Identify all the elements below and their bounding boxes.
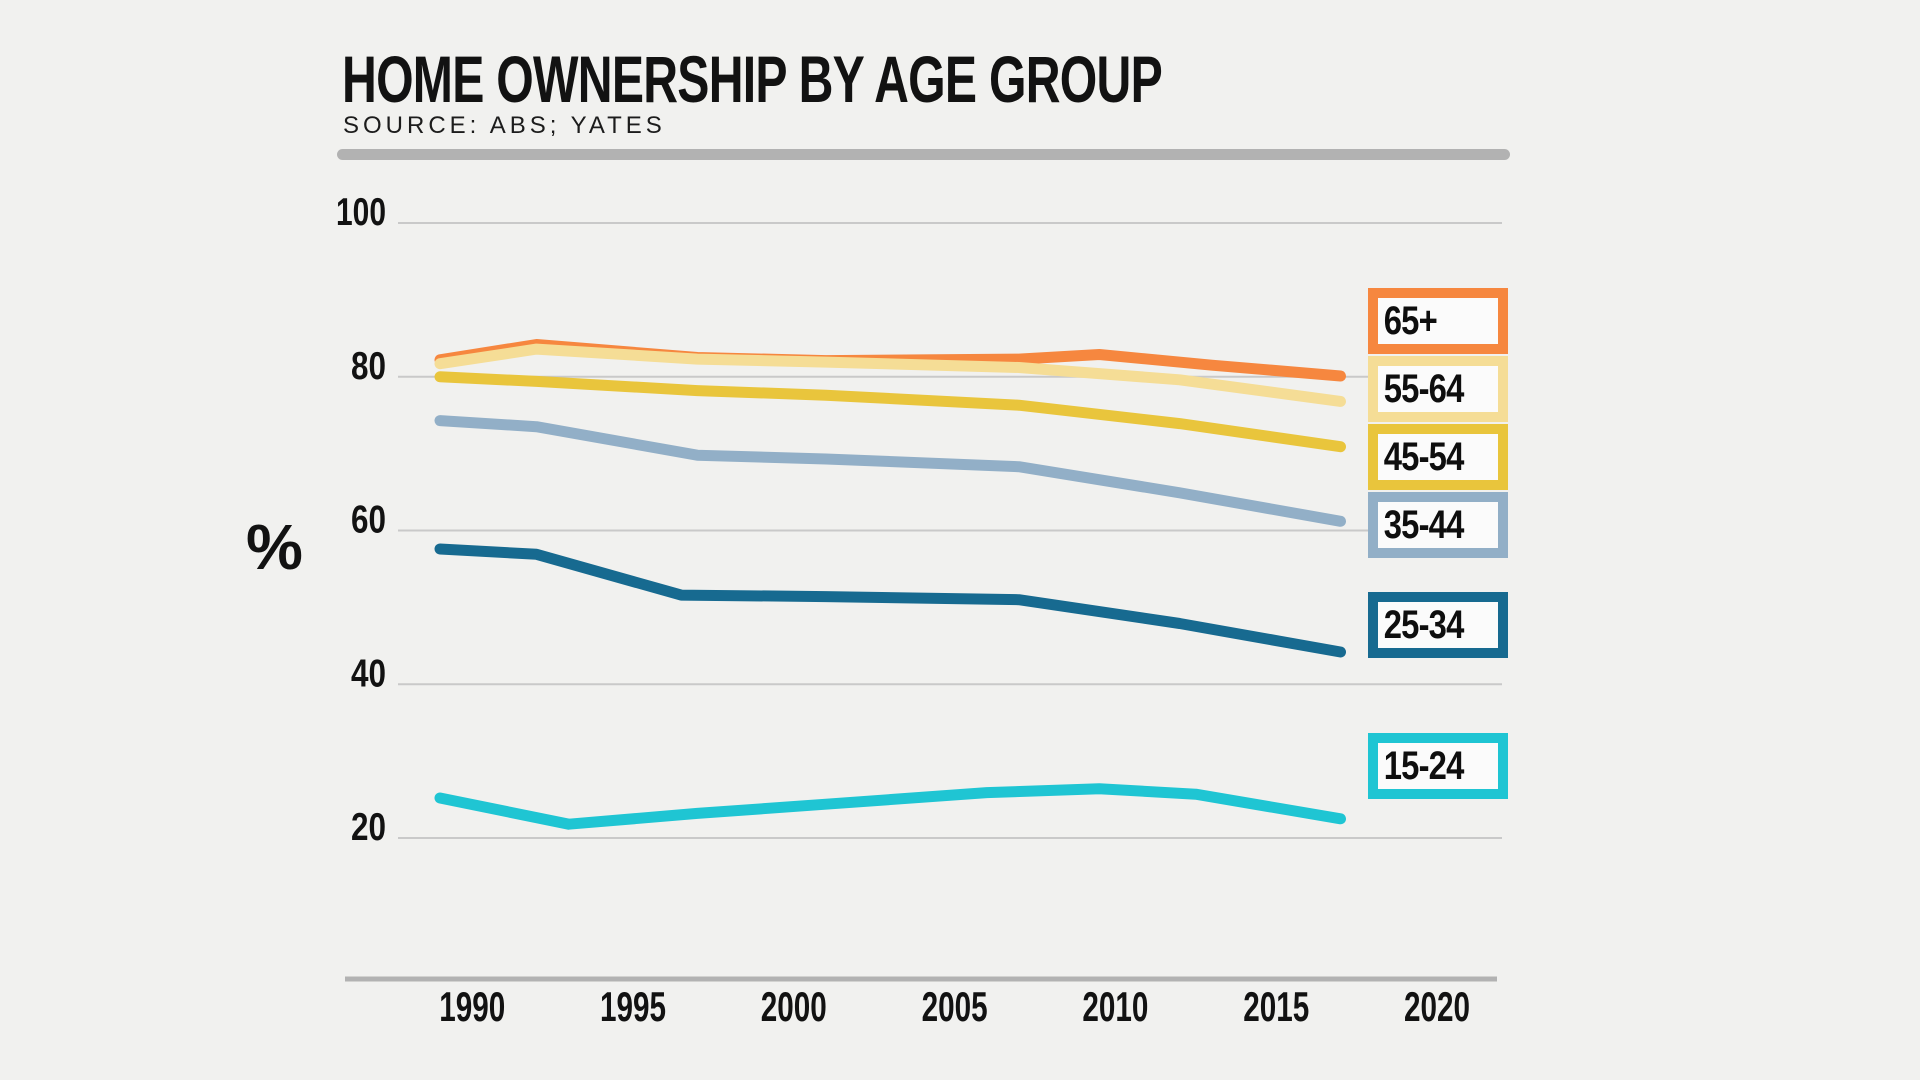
legend-label-35-44: 35-44 xyxy=(1383,502,1465,547)
legend-item-45-54: 45-54 xyxy=(1368,424,1508,490)
series-line-45-54 xyxy=(434,371,1346,453)
series-line-15-24 xyxy=(434,783,1346,830)
x-tick-label-2015: 2015 xyxy=(1243,983,1309,1030)
chart-title: HOME OWNERSHIP BY AGE GROUP xyxy=(342,42,1163,116)
series-line-55-64 xyxy=(434,343,1346,407)
legend-label-25-34: 25-34 xyxy=(1383,602,1465,647)
y-tick-label-60: 60 xyxy=(351,499,386,542)
legend-item-35-44: 35-44 xyxy=(1368,492,1508,558)
legend-label-65plus: 65+ xyxy=(1383,298,1438,343)
x-tick-label-1995: 1995 xyxy=(600,983,666,1030)
x-tick-label-2010: 2010 xyxy=(1082,983,1148,1030)
legend-label-45-54: 45-54 xyxy=(1383,434,1465,479)
chart-source-note: SOURCE: ABS; YATES xyxy=(343,112,666,139)
legend-item-55-64: 55-64 xyxy=(1368,356,1508,422)
legend-item-65plus: 65+ xyxy=(1368,288,1508,354)
y-tick-label-20: 20 xyxy=(351,806,386,849)
legend-item-25-34: 25-34 xyxy=(1368,592,1508,658)
legend-label-15-24: 15-24 xyxy=(1383,743,1465,788)
y-axis-unit-label: % xyxy=(246,511,303,583)
x-tick-label-2000: 2000 xyxy=(761,983,827,1030)
y-tick-label-100: 100 xyxy=(336,191,386,234)
series-line-25-34 xyxy=(434,543,1346,658)
header-divider-bar xyxy=(337,149,1510,160)
y-tick-label-80: 80 xyxy=(351,345,386,388)
x-tick-label-2020: 2020 xyxy=(1404,983,1470,1030)
y-tick-label-40: 40 xyxy=(351,652,386,695)
series-line-35-44 xyxy=(434,415,1346,527)
legend-item-15-24: 15-24 xyxy=(1368,733,1508,799)
x-tick-label-1990: 1990 xyxy=(439,983,505,1030)
x-tick-label-2005: 2005 xyxy=(922,983,988,1030)
legend-label-55-64: 55-64 xyxy=(1383,366,1465,411)
